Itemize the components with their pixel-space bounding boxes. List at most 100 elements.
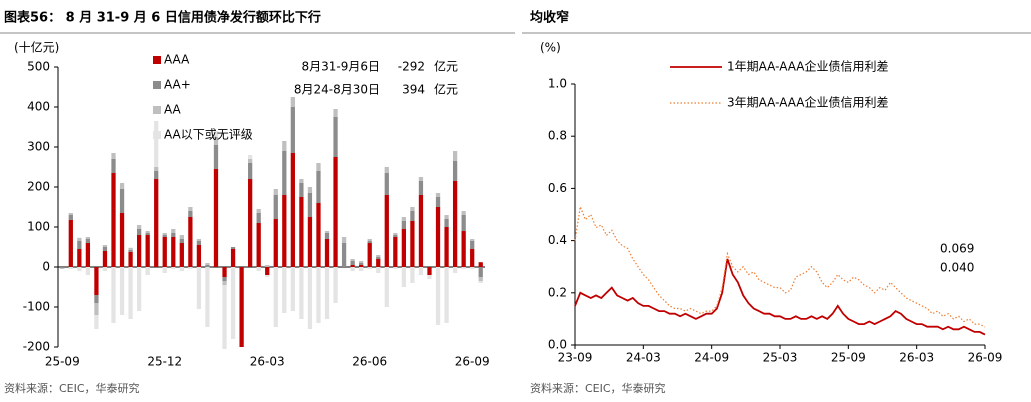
bar-segment <box>359 265 364 267</box>
annotation-period: 8月24-8月30日 <box>294 83 380 97</box>
bar-segment <box>478 262 483 267</box>
bar-segment <box>77 249 82 267</box>
bar-segment <box>145 233 150 235</box>
x-tick-label: 26-09 <box>455 355 490 369</box>
legend-swatch <box>153 131 161 139</box>
bar-segment <box>171 267 176 269</box>
y-tick-label: -100 <box>23 300 50 314</box>
bar-segment <box>384 267 389 307</box>
bar-segment <box>350 259 355 261</box>
bar-segment <box>248 155 253 159</box>
bar-segment <box>77 241 82 249</box>
bar-segment <box>435 197 441 207</box>
x-tick-label: 26-06 <box>352 355 387 369</box>
chart-title: 均收窄 <box>530 10 569 26</box>
bar-segment <box>307 217 313 267</box>
bar-segment <box>282 141 287 151</box>
bar-segment <box>452 161 458 181</box>
bar-segment <box>273 189 278 195</box>
annotation-value: 394 <box>402 83 425 97</box>
legend-swatch <box>153 106 161 114</box>
bar-segment <box>418 195 424 267</box>
y-tick-label: 0.6 <box>548 181 567 195</box>
bar-segment <box>222 277 227 281</box>
bar-segment <box>273 267 278 327</box>
bar-segment <box>282 267 287 313</box>
annotation-unit: 亿元 <box>434 59 458 74</box>
bar-segment <box>213 131 219 137</box>
bar-segment <box>410 207 415 211</box>
bar-segment <box>470 267 475 269</box>
bar-segment <box>136 267 142 311</box>
bar-segment <box>188 211 193 217</box>
bar-segment <box>111 173 116 267</box>
bar-segment <box>196 267 202 309</box>
bar-segment <box>470 249 475 267</box>
x-tick-label: 25-03 <box>763 351 798 365</box>
bar-segment <box>367 267 372 269</box>
bar-segment <box>341 237 347 243</box>
bar-segment <box>461 211 466 215</box>
legend-swatch <box>153 56 161 64</box>
y-axis-label: (%) <box>540 41 561 55</box>
bar-segment <box>77 267 82 271</box>
bar-segment <box>444 267 449 323</box>
bar-segment <box>239 267 244 347</box>
bar-segment <box>367 239 372 241</box>
bar-segment <box>444 219 449 227</box>
bar-segment <box>384 195 389 267</box>
bar-segment <box>410 221 415 267</box>
bar-segment <box>470 241 475 249</box>
bar-segment <box>85 267 91 275</box>
bar-segment <box>256 209 261 213</box>
bar-segment <box>102 251 108 267</box>
bar-segment <box>299 179 304 183</box>
y-tick-label: 500 <box>27 60 50 74</box>
bar-segment <box>350 267 355 271</box>
bar-segment <box>401 217 407 221</box>
bar-segment <box>307 267 313 329</box>
bar-segment <box>290 97 295 107</box>
bar-segment <box>154 167 159 171</box>
bar-segment <box>179 235 184 239</box>
bar-segment <box>119 213 125 267</box>
bar-segment <box>333 109 338 117</box>
bar-segment <box>350 265 355 267</box>
bar-segment <box>85 243 91 267</box>
bar-segment <box>350 261 355 265</box>
bar-segment <box>102 247 108 251</box>
bar-segment <box>179 243 184 267</box>
bar-segment <box>341 243 347 267</box>
bar-segment <box>119 189 125 213</box>
y-tick-label: 0.4 <box>548 233 567 247</box>
bar-segment <box>393 233 398 235</box>
bar-segment <box>222 281 227 285</box>
bar-segment <box>384 173 389 195</box>
bar-segment <box>307 187 313 193</box>
y-tick-label: 300 <box>27 140 50 154</box>
bar-segment <box>470 239 475 241</box>
legend-swatch <box>153 81 161 89</box>
bar-segment <box>359 263 364 265</box>
x-tick-label: 24-03 <box>626 351 661 365</box>
x-tick-label: 23-09 <box>558 351 593 365</box>
bar-segment <box>359 267 364 271</box>
bar-segment <box>68 219 73 267</box>
bar-segment <box>324 239 330 267</box>
bar-segment <box>154 121 159 167</box>
annotation-period: 8月31-9月6日 <box>301 60 380 74</box>
bar-segment <box>290 267 295 311</box>
bar-segment <box>136 235 142 267</box>
bar-segment <box>418 181 424 195</box>
bar-segment <box>307 193 313 217</box>
bar-segment <box>102 267 108 271</box>
bar-segment <box>179 239 184 243</box>
bar-segment <box>478 277 483 281</box>
bar-segment <box>94 295 99 303</box>
bar-segment <box>401 221 407 229</box>
bar-segment <box>393 237 398 267</box>
bar-segment <box>188 217 193 267</box>
y-tick-label: 0.8 <box>548 129 567 143</box>
bar-segment <box>290 153 295 267</box>
bar-segment <box>196 239 202 241</box>
